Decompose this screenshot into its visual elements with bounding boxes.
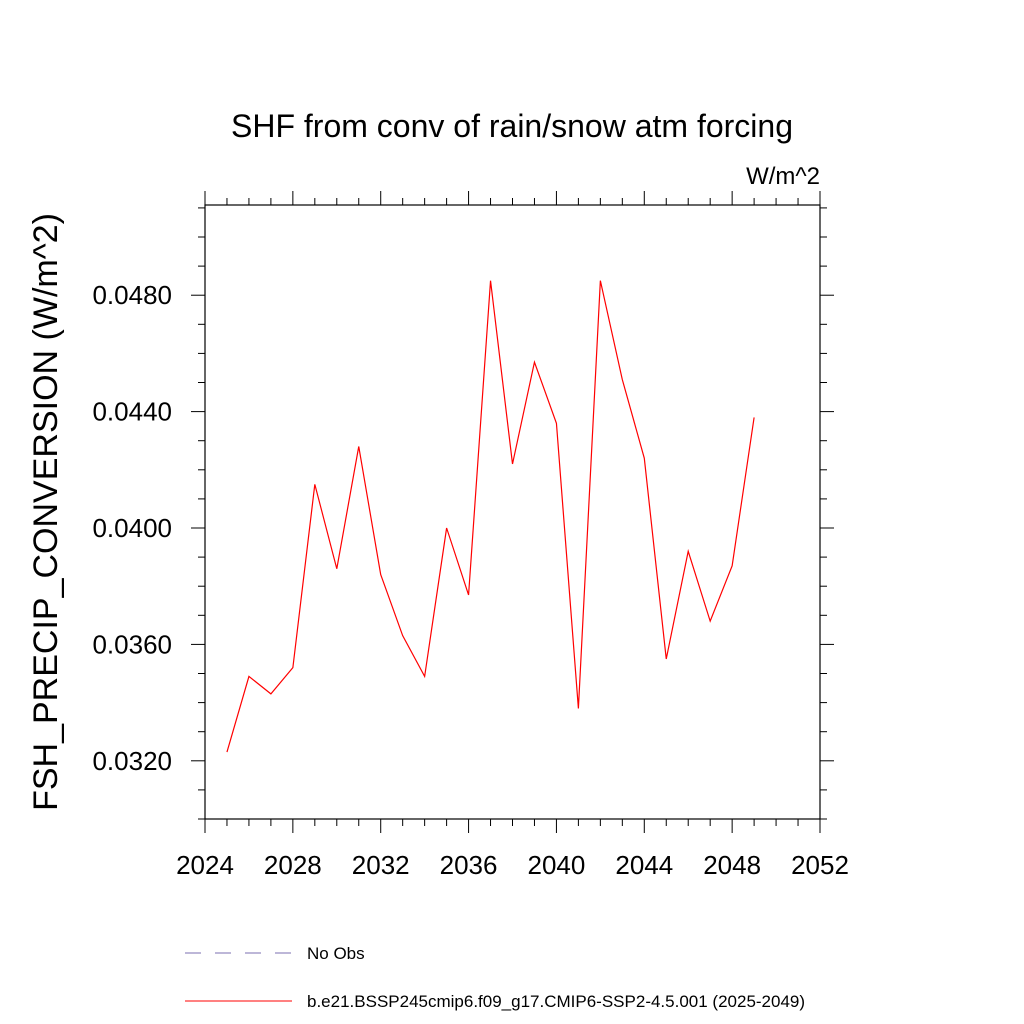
x-tick-label: 2048 (703, 850, 761, 880)
x-tick-label: 2028 (264, 850, 322, 880)
x-tick-label: 2024 (176, 850, 234, 880)
y-tick-label: 0.0360 (92, 629, 172, 659)
x-tick-label: 2040 (528, 850, 586, 880)
tick-marks (191, 191, 834, 833)
y-tick-label: 0.0320 (92, 746, 172, 776)
x-tick-label: 2036 (440, 850, 498, 880)
series-line (226, 280, 755, 753)
plot-frame (204, 204, 821, 820)
legend-label: No Obs (307, 944, 365, 963)
y-tick-label: 0.0480 (92, 280, 172, 310)
x-tick-label: 2044 (615, 850, 673, 880)
x-tick-label: 2052 (791, 850, 849, 880)
legend-label: b.e21.BSSP245cmip6.f09_g17.CMIP6-SSP2-4.… (307, 992, 805, 1011)
y-tick-label: 0.0400 (92, 513, 172, 543)
units-label: W/m^2 (746, 163, 820, 190)
data-series (226, 280, 755, 753)
chart-title: SHF from conv of rain/snow atm forcing (231, 108, 793, 144)
y-tick-label: 0.0440 (92, 397, 172, 427)
tick-labels: 2024 2028 2032 2036 2040 2044 2048 2052 0.0320 0.… (92, 280, 848, 880)
legend: No Obs b.e21.BSSP245cmip6.f09_g17.CMIP6-S… (185, 944, 805, 1011)
y-axis-label: FSH_PRECIP_CONVERSION (W/m^2) (27, 213, 65, 811)
x-tick-label: 2032 (352, 850, 410, 880)
plot-axes (204, 204, 821, 820)
